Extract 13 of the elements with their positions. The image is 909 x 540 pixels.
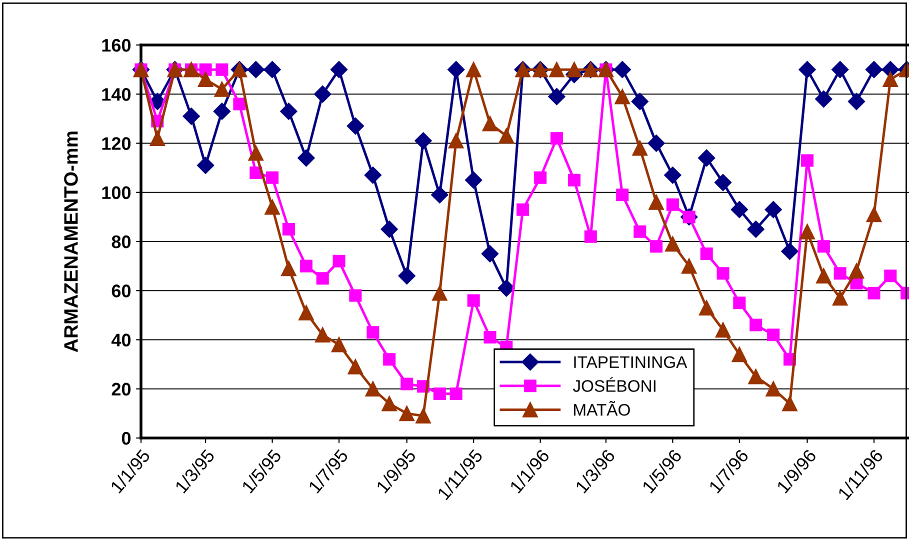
y-tick-label: 0	[122, 432, 131, 445]
y-tick-label: 140	[102, 88, 131, 101]
y-tick-label: 120	[102, 137, 131, 150]
y-axis-title: ARMAZENAMENTO-mm	[64, 132, 78, 352]
y-tick-label: 20	[112, 382, 131, 396]
y-tick-label: 80	[112, 235, 131, 248]
legend-label: MATÃO	[574, 400, 630, 416]
y-tick-label: 40	[111, 334, 131, 346]
legend-label: JOSÉBONI	[572, 377, 656, 392]
y-tick-label: 100	[102, 186, 131, 200]
y-tick-label: 60	[112, 284, 131, 298]
legend-label: ITAPETININGA	[574, 356, 688, 368]
y-tick-label: 160	[102, 38, 131, 52]
